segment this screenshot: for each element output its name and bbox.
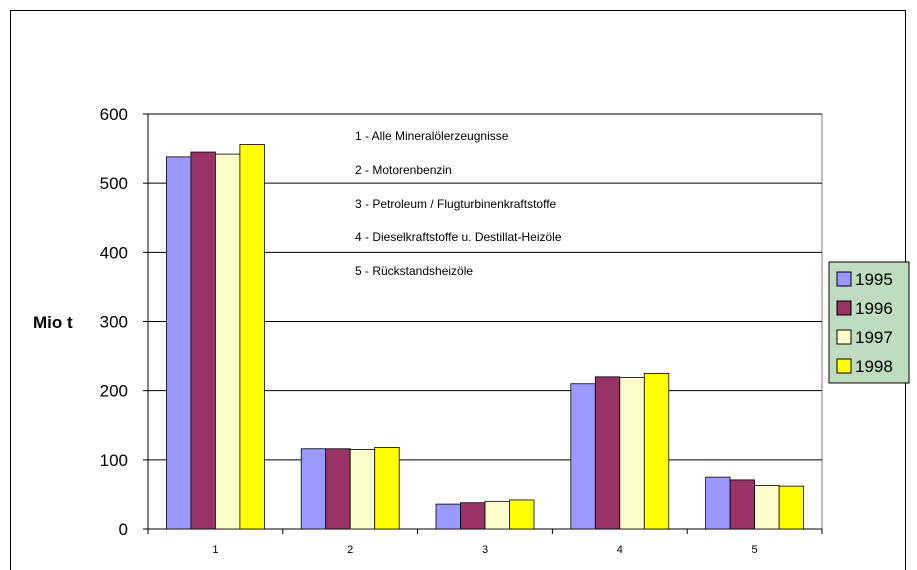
y-tick-label: 600 <box>100 105 128 124</box>
y-tick-label: 0 <box>119 520 128 539</box>
y-tick-label: 400 <box>100 243 128 262</box>
annotation-label: 3 - Petroleum / Flugturbinenkraftstoffe <box>355 197 557 211</box>
y-tick-label: 200 <box>100 382 128 401</box>
bar <box>643 372 670 530</box>
bar <box>619 377 645 530</box>
x-tick-label: 1 <box>212 544 218 556</box>
legend-label: 1996 <box>855 299 893 318</box>
bar <box>509 499 535 530</box>
bar <box>374 446 400 530</box>
bar <box>729 479 755 530</box>
annotation-label: 5 - Rückstandsheizöle <box>355 264 473 278</box>
x-tick-label: 3 <box>482 544 488 556</box>
bar <box>484 500 510 530</box>
x-tick-label: 4 <box>617 544 623 556</box>
annotation-label: 2 - Motorenbenzin <box>355 163 452 177</box>
annotation-label: 4 - Dieselkraftstoffe u. Destillat-Heizö… <box>355 230 562 244</box>
legend-swatch <box>836 358 852 374</box>
bar <box>778 485 804 530</box>
legend-label: 1997 <box>855 328 893 347</box>
bar <box>214 153 241 530</box>
bar <box>705 476 731 530</box>
legend-label: 1995 <box>855 270 893 289</box>
x-tick-label: 2 <box>347 544 353 556</box>
bar <box>300 448 327 530</box>
bar <box>165 156 192 530</box>
x-tick-label: 5 <box>752 544 758 556</box>
legend-swatch <box>836 271 852 287</box>
bar <box>325 448 351 530</box>
bar <box>594 376 621 530</box>
y-axis-label: Mio t <box>33 313 73 332</box>
legend-swatch <box>836 329 852 345</box>
legend-swatch <box>836 300 852 316</box>
bar <box>570 383 596 530</box>
legend-label: 1998 <box>855 357 893 376</box>
y-tick-label: 500 <box>100 174 128 193</box>
bar <box>239 144 265 530</box>
bar <box>460 502 486 530</box>
bar <box>349 449 376 530</box>
bar <box>435 503 461 530</box>
bar <box>190 151 216 530</box>
annotation-label: 1 - Alle Mineralölerzeugnisse <box>355 129 509 143</box>
y-tick-label: 300 <box>100 313 128 332</box>
y-tick-label: 100 <box>100 451 128 470</box>
bar <box>754 485 780 530</box>
